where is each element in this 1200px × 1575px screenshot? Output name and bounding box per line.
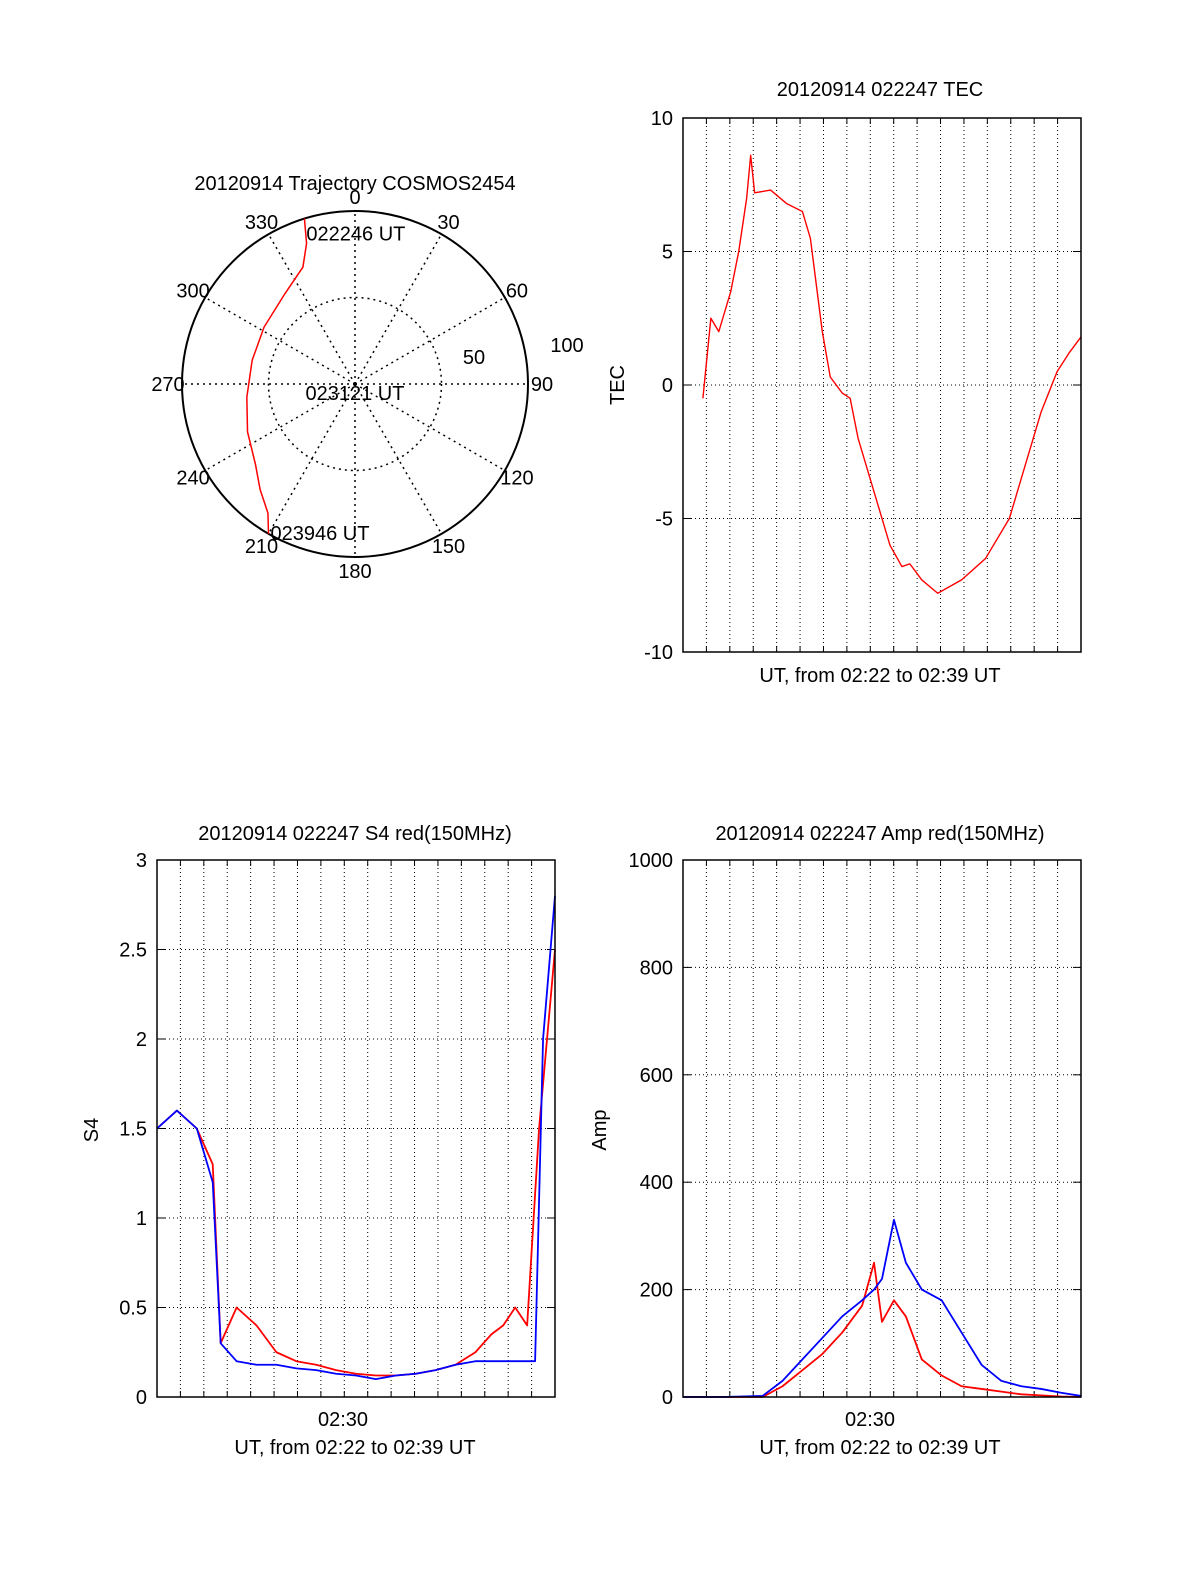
polar-angle-label: 330 (245, 212, 278, 234)
tec-title: 20120914 022247 TEC (777, 79, 983, 101)
y-tick-label: 400 (640, 1172, 673, 1194)
polar-spoke (354, 233, 443, 385)
tec-xlabel: UT, from 02:22 to 02:39 UT (759, 665, 1000, 687)
y-tick-label: -5 (655, 509, 673, 531)
polar-spoke (267, 233, 356, 385)
s4-title: 20120914 022247 S4 red(150MHz) (198, 823, 512, 845)
polar-angle-label: 300 (176, 281, 209, 303)
y-tick-label: 1000 (629, 850, 674, 872)
y-tick-label: 2 (136, 1029, 147, 1051)
s4-xtick: 02:30 (318, 1409, 368, 1431)
polar-angle-label: 150 (432, 536, 465, 558)
y-tick-label: 2.5 (119, 940, 147, 962)
s4-xlabel: UT, from 02:22 to 02:39 UT (234, 1437, 475, 1459)
y-tick-label: 1.5 (119, 1119, 147, 1141)
polar-annotation-start: 022246 UT (306, 224, 405, 246)
polar-angle-label: 30 (437, 212, 459, 234)
polar-angle-label: 120 (500, 468, 533, 490)
s4-ylabel: S4 (81, 1118, 103, 1142)
polar-title: 20120914 Trajectory COSMOS2454 (194, 173, 515, 195)
y-tick-label: 0.5 (119, 1298, 147, 1320)
amp-ylabel: Amp (589, 1109, 611, 1150)
y-tick-label: 1 (136, 1208, 147, 1230)
polar-annotation-end: 023946 UT (271, 523, 370, 545)
amp-xtick: 02:30 (845, 1409, 895, 1431)
plot-frame (682, 859, 1082, 1398)
polar-angle-label: 210 (245, 536, 278, 558)
series-line-blue (156, 895, 556, 1380)
polar-angle-label: 240 (176, 468, 209, 490)
polar-angle-label: 60 (506, 281, 528, 303)
polar-annotation-mid: 023121 UT (306, 383, 405, 405)
polar-spoke (267, 383, 356, 535)
series-line-red (702, 154, 1082, 594)
polar-spoke (354, 383, 506, 472)
y-tick-label: 600 (640, 1065, 673, 1087)
plot-frame (682, 117, 1082, 653)
y-tick-label: 5 (662, 242, 673, 264)
polar-spoke (204, 296, 356, 385)
polar-plot: 20120914 Trajectory COSMOS2454 0 30 60 90 12… (151, 173, 583, 583)
polar-radius-label: 50 (463, 347, 485, 369)
amp-plot: 20120914 022247 Amp red(150MHz) 02:30 UT… (589, 823, 1082, 1459)
polar-spoke (354, 383, 443, 535)
y-tick-label: -10 (644, 642, 673, 664)
series-line-red (156, 949, 556, 1377)
polar-inner-circle (267, 296, 443, 472)
y-tick-label: 10 (651, 108, 673, 130)
series-line-red (683, 1261, 1082, 1398)
polar-trajectory-line (246, 218, 308, 534)
tec-plot: 20120914 022247 TEC UT, from 02:22 to 02… (607, 79, 1082, 687)
series-line-blue (683, 1218, 1082, 1398)
polar-outer-circle (181, 210, 529, 558)
polar-angle-label: 0 (349, 187, 360, 209)
amp-title: 20120914 022247 Amp red(150MHz) (715, 823, 1044, 845)
amp-xlabel: UT, from 02:22 to 02:39 UT (759, 1437, 1000, 1459)
polar-angle-label: 270 (151, 374, 184, 396)
y-tick-label: 0 (136, 1387, 147, 1409)
polar-angle-label: 90 (531, 374, 553, 396)
y-tick-label: 0 (662, 375, 673, 397)
y-tick-label: 3 (136, 850, 147, 872)
y-tick-label: 0 (662, 1387, 673, 1409)
tec-ylabel: TEC (607, 365, 629, 405)
polar-radius-label: 100 (550, 335, 583, 357)
s4-plot: 20120914 022247 S4 red(150MHz) 02:30 UT,… (81, 823, 556, 1459)
y-tick-label: 200 (640, 1280, 673, 1302)
polar-angle-label: 180 (338, 561, 371, 583)
plot-frame (156, 859, 556, 1398)
polar-spoke (204, 383, 356, 472)
polar-spoke (354, 296, 506, 385)
y-tick-label: 800 (640, 957, 673, 979)
